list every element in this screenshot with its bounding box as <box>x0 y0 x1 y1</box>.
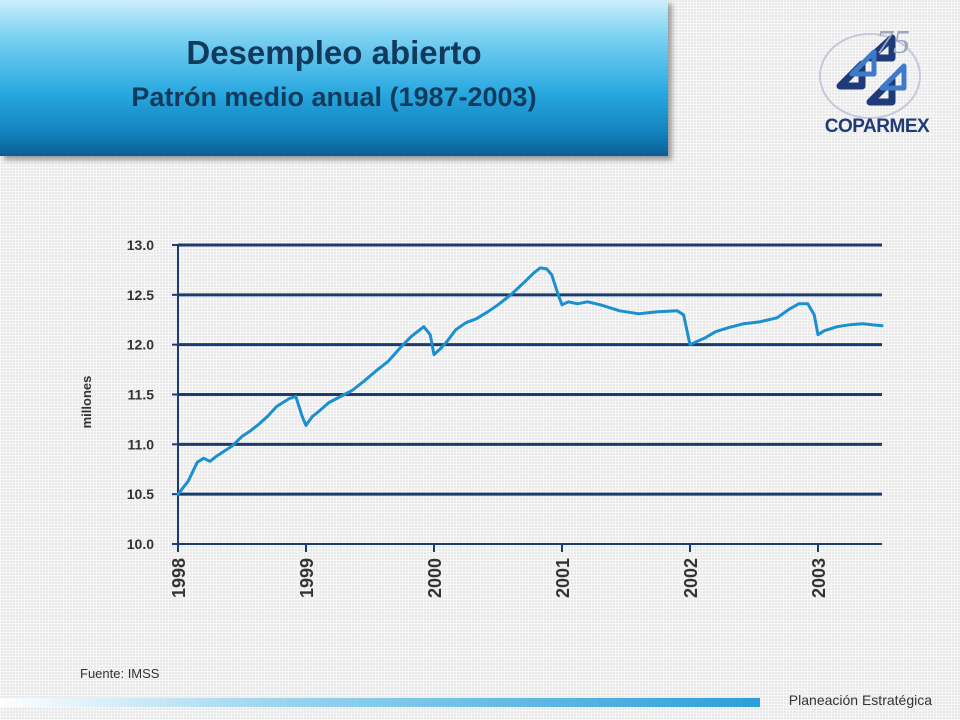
x-tick-label: 1999 <box>297 558 317 598</box>
anniversary-mark: 75 <box>876 24 910 61</box>
y-tick-label: 11.5 <box>128 387 155 403</box>
footer-label: Planeación Estratégica <box>788 692 932 708</box>
x-tick-label: 2001 <box>553 558 573 598</box>
x-tick-label: 2002 <box>681 558 701 598</box>
coparmex-logo: 75 COPARMEX <box>812 24 942 144</box>
logo-wordmark: COPARMEX <box>824 116 930 137</box>
coparmex-emblem-icon <box>819 33 921 119</box>
source-note: Fuente: IMSS <box>80 666 160 681</box>
y-tick-label: 12.5 <box>127 287 154 303</box>
x-tick-label: 2000 <box>425 558 445 598</box>
y-axis-ticks: 13.0 12.5 12.0 11.5 11.0 10.5 10.0 <box>127 237 178 552</box>
y-tick-label: 10.0 <box>127 536 154 552</box>
y-tick-label: 12.0 <box>127 337 154 353</box>
series-line <box>176 266 884 496</box>
slide-title: Desempleo abierto <box>186 34 482 71</box>
footer-bar <box>0 698 760 707</box>
y-tick-label: 10.5 <box>127 486 154 502</box>
title-banner: Desempleo abierto Patrón medio anual (19… <box>0 0 668 156</box>
slide-subtitle: Patrón medio anual (1987-2003) <box>131 82 537 112</box>
y-tick-label: 11.0 <box>128 436 155 452</box>
chart-gridlines <box>177 243 882 545</box>
y-tick-label: 13.0 <box>127 237 154 253</box>
y-axis-label: millones <box>79 376 94 429</box>
x-tick-label: 1998 <box>169 558 189 598</box>
x-axis-ticks: 1998 1999 2000 2001 2002 2003 <box>169 544 829 598</box>
x-tick-label: 2003 <box>809 558 829 598</box>
